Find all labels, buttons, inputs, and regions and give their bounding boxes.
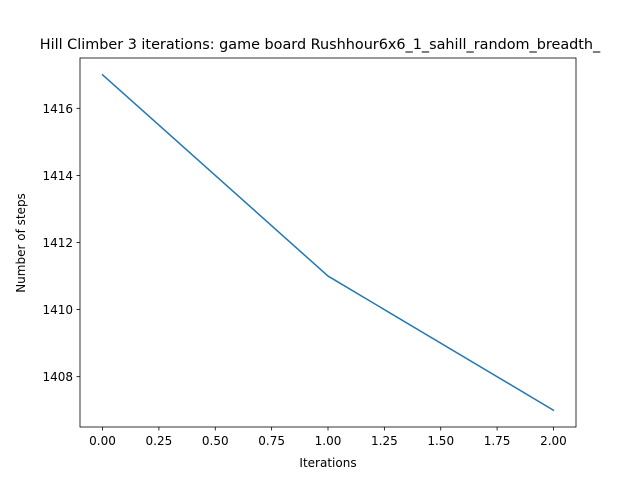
x-tick-label: 0.50 — [202, 434, 229, 448]
x-tick-label: 1.25 — [371, 434, 398, 448]
series-line-0 — [101, 73, 555, 412]
x-tick-label: 0.75 — [258, 434, 285, 448]
x-tick-label: 1.00 — [315, 434, 342, 448]
y-axis-label: Number of steps — [14, 193, 28, 293]
x-tick-label: 1.75 — [484, 434, 511, 448]
y-tick-label: 1412 — [42, 236, 73, 250]
chart-title: Hill Climber 3 iterations: game board Ru… — [40, 37, 601, 53]
y-tick-label: 1416 — [42, 102, 73, 116]
x-tick-label: 1.50 — [427, 434, 454, 448]
x-axis-label: Iterations — [299, 456, 356, 470]
x-tick-label: 0.00 — [89, 434, 116, 448]
y-tick-label: 1408 — [42, 370, 73, 384]
y-tick-label: 1414 — [42, 169, 73, 183]
y-tick-label: 1410 — [42, 303, 73, 317]
x-tick-label: 0.25 — [146, 434, 173, 448]
x-tick-label: 2.00 — [540, 434, 567, 448]
plot-area: 0.00 0.25 0.50 0.75 1.00 1.25 1.50 1.75 2.00 1408… — [42, 57, 577, 448]
